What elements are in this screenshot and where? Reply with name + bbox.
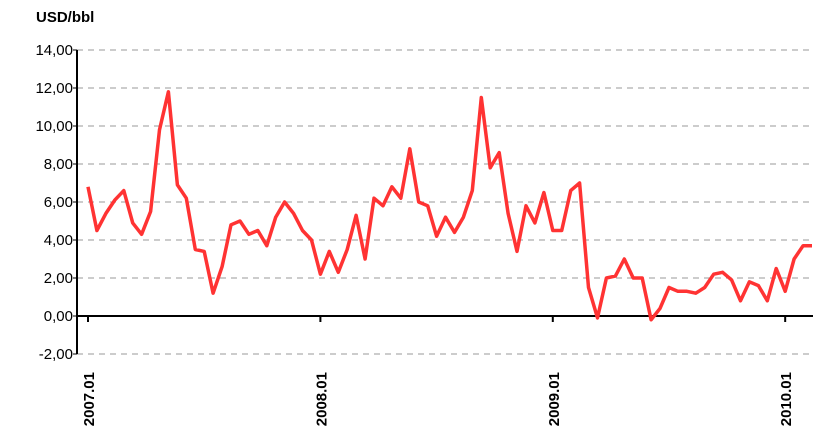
x-tick-label: 2007.01 bbox=[81, 372, 98, 426]
x-tick-label: 2008.01 bbox=[313, 372, 330, 426]
y-tick-label: 14,00 bbox=[35, 42, 73, 59]
y-tick-label: 4,00 bbox=[44, 232, 73, 249]
data-line bbox=[86, 90, 812, 322]
y-tick-label: 6,00 bbox=[44, 194, 73, 211]
y-tick-label: 2,00 bbox=[44, 270, 73, 287]
y-axis-unit: USD/bbl bbox=[36, 9, 94, 26]
y-tick-label: 8,00 bbox=[44, 156, 73, 173]
y-tick-label: -2,00 bbox=[39, 346, 73, 363]
y-tick-label: 12,00 bbox=[35, 80, 73, 97]
y-tick-label: 10,00 bbox=[35, 118, 73, 135]
x-tick-label: 2010.01 bbox=[778, 372, 795, 426]
x-tick-label: 2009.01 bbox=[546, 372, 563, 426]
y-tick-label: 0,00 bbox=[44, 308, 73, 325]
